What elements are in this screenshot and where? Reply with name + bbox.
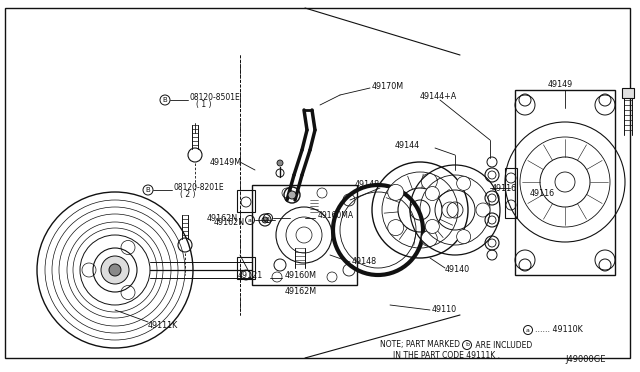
Circle shape <box>388 219 404 235</box>
Circle shape <box>426 219 439 234</box>
Text: 49149: 49149 <box>548 80 573 89</box>
Text: 49149M: 49149M <box>210 157 242 167</box>
Text: 08120-8501E: 08120-8501E <box>190 93 241 102</box>
Text: a: a <box>526 327 530 333</box>
Text: a: a <box>248 218 252 222</box>
Bar <box>237 257 255 279</box>
Text: 49110: 49110 <box>432 305 457 314</box>
Text: 49162N: 49162N <box>207 214 238 222</box>
Text: 49160MA: 49160MA <box>318 211 354 219</box>
Text: 49116: 49116 <box>492 183 517 192</box>
Circle shape <box>388 185 404 201</box>
Text: ( 1 ): ( 1 ) <box>196 99 211 109</box>
Text: 49148: 49148 <box>355 180 380 189</box>
Circle shape <box>421 173 437 189</box>
Circle shape <box>101 256 129 284</box>
Text: ARE INCLUDED: ARE INCLUDED <box>473 340 532 350</box>
Circle shape <box>277 160 283 166</box>
Circle shape <box>457 230 470 244</box>
Text: B: B <box>163 97 168 103</box>
Text: 49162N: 49162N <box>214 218 245 227</box>
Text: 49140: 49140 <box>445 266 470 275</box>
Bar <box>505 168 517 218</box>
Text: B: B <box>146 187 150 193</box>
Circle shape <box>476 203 490 217</box>
Text: 49148: 49148 <box>352 257 377 266</box>
Text: NOTE; PART MARKED: NOTE; PART MARKED <box>380 340 462 350</box>
Circle shape <box>421 231 437 247</box>
Text: 49121: 49121 <box>238 270 263 279</box>
Text: IN THE PART CODE 49111K .: IN THE PART CODE 49111K . <box>393 350 500 359</box>
Circle shape <box>109 264 121 276</box>
Bar <box>252 185 357 285</box>
Text: 49162M: 49162M <box>285 288 317 296</box>
Circle shape <box>457 176 470 190</box>
Circle shape <box>426 186 439 201</box>
Text: 49144+A: 49144+A <box>420 92 457 100</box>
Text: 08120-8201E: 08120-8201E <box>174 183 225 192</box>
Text: 49170M: 49170M <box>372 81 404 90</box>
Text: 49160M: 49160M <box>285 272 317 280</box>
Text: ...... 49110K: ...... 49110K <box>535 326 583 334</box>
Text: J49000GE: J49000GE <box>565 356 605 365</box>
Text: 49116: 49116 <box>530 189 555 198</box>
Text: b: b <box>465 343 469 347</box>
Bar <box>622 88 634 98</box>
Text: 49144: 49144 <box>395 141 420 150</box>
Circle shape <box>262 217 268 223</box>
Text: 49111K: 49111K <box>148 321 179 330</box>
Bar <box>515 90 615 275</box>
Text: ( 2 ): ( 2 ) <box>180 189 195 199</box>
Circle shape <box>288 191 296 199</box>
Bar <box>237 190 255 212</box>
Circle shape <box>442 202 458 218</box>
Text: a: a <box>266 215 270 221</box>
